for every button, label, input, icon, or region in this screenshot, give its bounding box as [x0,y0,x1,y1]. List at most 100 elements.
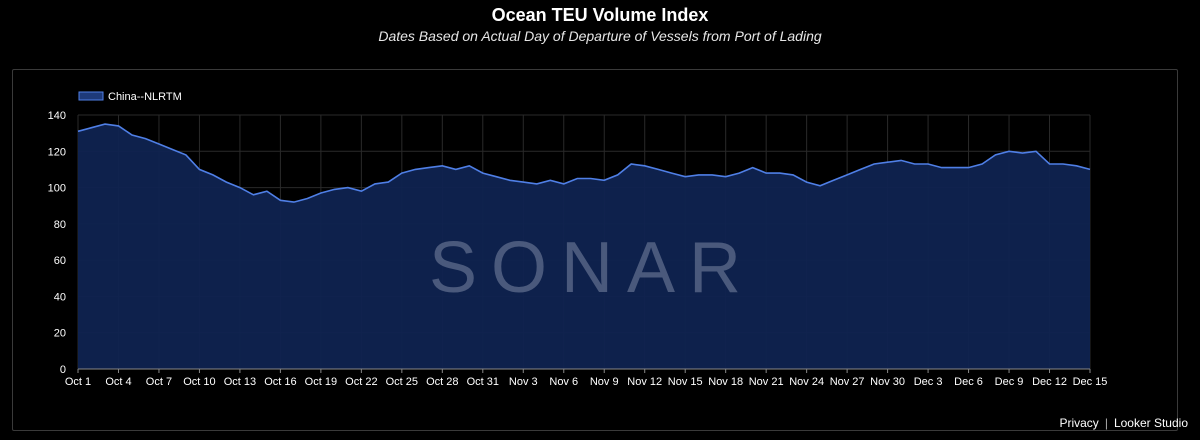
x-tick-label: Dec 9 [995,376,1024,388]
x-tick-label: Oct 10 [183,376,215,388]
data-point[interactable] [426,165,431,170]
data-point[interactable] [615,172,620,177]
data-point[interactable] [723,174,728,179]
data-point[interactable] [737,171,742,176]
legend-swatch [78,91,104,101]
data-point[interactable] [170,147,175,152]
data-point[interactable] [1047,161,1052,166]
data-point[interactable] [210,172,215,177]
data-point[interactable] [791,172,796,177]
data-point[interactable] [291,200,296,205]
data-point[interactable] [602,178,607,183]
privacy-link[interactable]: Privacy [1059,416,1099,430]
data-point[interactable] [804,180,809,185]
data-point[interactable] [89,125,94,130]
looker-studio-link[interactable]: Looker Studio [1113,416,1188,430]
x-tick-label: Nov 27 [830,376,865,388]
data-point[interactable] [278,198,283,203]
x-tick-label: Nov 6 [549,376,578,388]
sonar-watermark: SONAR [429,228,755,308]
data-point[interactable] [143,136,148,141]
data-point[interactable] [858,167,863,172]
data-point[interactable] [183,152,188,157]
data-point[interactable] [845,172,850,177]
data-point[interactable] [939,165,944,170]
data-point[interactable] [305,196,310,201]
data-point[interactable] [926,161,931,166]
series-line-china-nlrtm[interactable] [77,123,1091,203]
data-point[interactable] [116,123,121,128]
data-point[interactable] [912,161,917,166]
data-point[interactable] [129,132,134,137]
legend-label: China--NLRTM [108,91,182,103]
data-point[interactable] [237,185,242,190]
data-point[interactable] [831,178,836,183]
data-point[interactable] [1034,149,1039,154]
data-point[interactable] [1061,161,1066,166]
data-point[interactable] [750,165,755,170]
data-point[interactable] [413,167,418,172]
data-point[interactable] [264,189,269,194]
data-point[interactable] [224,180,229,185]
y-tick-label: 40 [54,291,66,303]
data-point[interactable] [818,183,823,188]
data-point[interactable] [440,163,445,168]
data-point[interactable] [1007,149,1012,154]
data-point[interactable] [102,122,107,127]
data-point[interactable] [588,176,593,181]
y-tick-label: 100 [48,183,66,195]
data-point[interactable] [993,152,998,157]
data-point[interactable] [318,191,323,196]
data-point[interactable] [642,163,647,168]
data-point[interactable] [76,129,81,134]
data-point[interactable] [966,165,971,170]
x-tick-label: Nov 12 [627,376,662,388]
axes: 0 20 40 60 80 100 120 140 Oct 1 Oct 4 Oct 7 Oct 10 O… [48,110,1108,388]
data-point[interactable] [494,174,499,179]
data-point[interactable] [696,172,701,177]
legend[interactable]: China--NLRTM [78,91,182,103]
x-tick-label: Nov 3 [509,376,538,388]
data-point[interactable] [480,171,485,176]
data-point[interactable] [575,176,580,181]
data-point[interactable] [521,180,526,185]
series-area-china-nlrtm [78,124,1090,369]
data-point[interactable] [953,165,958,170]
data-point[interactable] [359,189,364,194]
x-tick-label: Nov 30 [870,376,905,388]
data-point[interactable] [548,178,553,183]
data-point[interactable] [197,167,202,172]
x-tick-label: Oct 22 [345,376,377,388]
data-point[interactable] [669,171,674,176]
data-point[interactable] [872,161,877,166]
data-point[interactable] [899,158,904,163]
data-point[interactable] [372,181,377,186]
data-point[interactable] [656,167,661,172]
x-tick-label: Oct 28 [426,376,458,388]
data-point[interactable] [453,167,458,172]
data-point[interactable] [885,160,890,165]
x-tick-label: Nov 18 [708,376,743,388]
data-point[interactable] [1074,163,1079,168]
x-tick-label: Dec 12 [1032,376,1067,388]
data-point[interactable] [156,142,161,147]
data-point[interactable] [561,181,566,186]
data-point[interactable] [467,163,472,168]
x-tick-label: Dec 6 [954,376,983,388]
data-point[interactable] [399,171,404,176]
data-point[interactable] [980,161,985,166]
data-point[interactable] [507,178,512,183]
data-point[interactable] [332,187,337,192]
data-point[interactable] [251,192,256,197]
data-point[interactable] [777,171,782,176]
data-point[interactable] [386,180,391,185]
data-point[interactable] [683,174,688,179]
data-point[interactable] [534,181,539,186]
data-point[interactable] [345,185,350,190]
data-point[interactable] [1020,151,1025,156]
data-point[interactable] [1088,167,1093,172]
data-point[interactable] [629,161,634,166]
data-point[interactable] [764,171,769,176]
data-point[interactable] [710,172,715,177]
